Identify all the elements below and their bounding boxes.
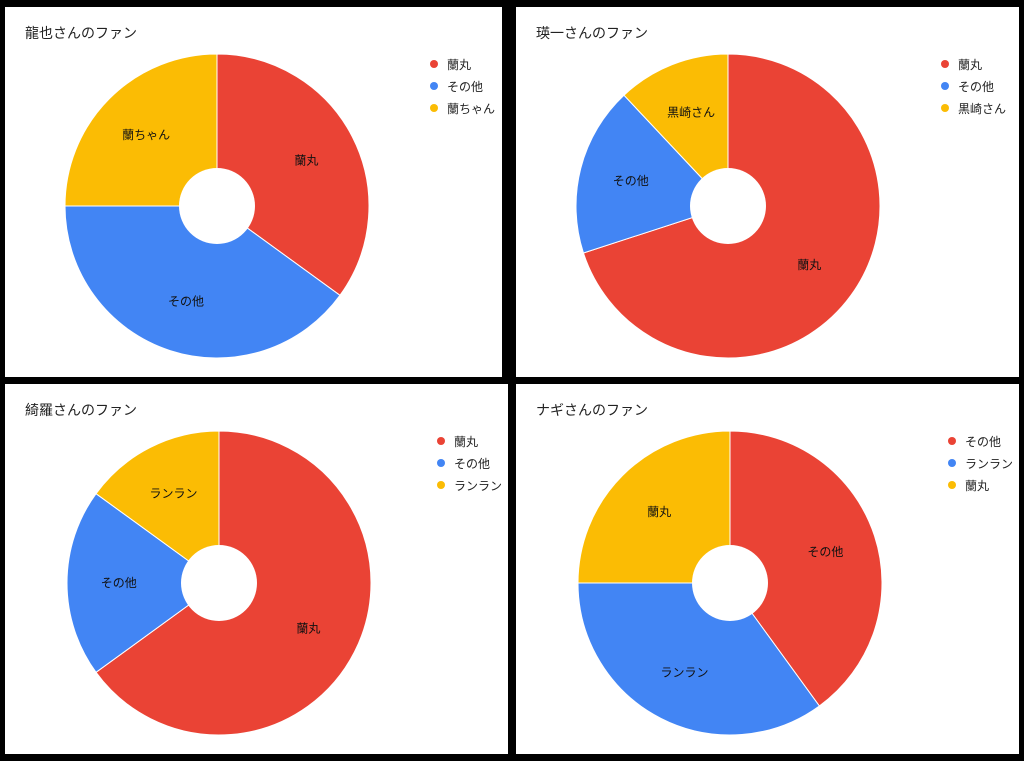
legend-item: ランラン: [948, 452, 1013, 474]
donut-hole: [690, 168, 766, 244]
legend-item: 蘭ちゃん: [430, 97, 495, 119]
legend-swatch: [948, 459, 956, 467]
legend-label: その他: [454, 456, 491, 471]
legend-swatch: [437, 437, 445, 445]
legend: その他 ランラン 蘭丸: [948, 430, 1013, 496]
chart-title: 龍也さんのファン: [25, 26, 137, 42]
chart-panel-kira: 綺羅さんのファン 蘭丸 その他 ランラン 蘭丸 その他 ランラン: [5, 384, 508, 754]
pie-slice: [577, 430, 731, 584]
slice-label: 蘭丸: [296, 622, 320, 636]
slice-label: ランラン: [149, 487, 197, 501]
chart-panel-nagi: ナギさんのファン その他 ランラン 蘭丸 その他 ランラン 蘭丸: [516, 384, 1019, 754]
legend-label: 蘭丸: [447, 57, 472, 72]
legend-label: その他: [965, 434, 1002, 449]
slice-label: 蘭丸: [294, 154, 318, 168]
legend-item: 蘭丸: [437, 430, 502, 452]
pie-slice: [66, 492, 220, 674]
pie-slice: [729, 430, 883, 707]
slice-label: その他: [168, 294, 204, 308]
pie-slice: [216, 53, 370, 297]
chart-title: ナギさんのファン: [536, 403, 648, 419]
chart-title: 瑛一さんのファン: [536, 26, 648, 42]
legend-label: 蘭丸: [958, 57, 983, 72]
slice-label: 蘭丸: [647, 505, 671, 519]
legend-swatch: [430, 104, 438, 112]
slice-label: その他: [101, 576, 137, 590]
legend-item: ランラン: [437, 474, 502, 496]
slice-label: その他: [613, 174, 649, 188]
legend-item: その他: [941, 75, 1006, 97]
slice-label: 黒崎さん: [667, 106, 715, 120]
legend-label: その他: [958, 79, 995, 94]
chart-title: 綺羅さんのファン: [25, 403, 137, 419]
pie-slice: [64, 205, 341, 359]
legend-item: 黒崎さん: [941, 97, 1006, 119]
legend-swatch: [941, 82, 949, 90]
legend-item: 蘭丸: [430, 53, 495, 75]
legend-label: 蘭ちゃん: [447, 101, 496, 116]
legend-label: ランラン: [965, 456, 1014, 471]
legend-label: 黒崎さん: [958, 101, 1007, 116]
slice-label: 蘭丸: [797, 258, 821, 272]
pie-slice: [577, 582, 821, 736]
pie-chart: 蘭丸 その他 黒崎さん: [575, 53, 881, 359]
legend: 蘭丸 その他 蘭ちゃん: [430, 53, 495, 119]
pie-slice: [623, 53, 729, 208]
legend-swatch: [437, 459, 445, 467]
legend-label: ランラン: [454, 478, 503, 493]
slice-label: その他: [807, 545, 843, 559]
legend-swatch: [948, 481, 956, 489]
legend: 蘭丸 その他 黒崎さん: [941, 53, 1006, 119]
pie-slice: [575, 94, 729, 254]
slice-label: ランラン: [660, 665, 708, 679]
legend-item: 蘭丸: [941, 53, 1006, 75]
legend-swatch: [437, 481, 445, 489]
legend-swatch: [941, 104, 949, 112]
legend-item: その他: [430, 75, 495, 97]
legend-swatch: [430, 82, 438, 90]
legend-label: その他: [447, 79, 484, 94]
legend-item: その他: [948, 430, 1013, 452]
slice-label: 蘭ちゃん: [122, 128, 170, 142]
donut-hole: [179, 168, 255, 244]
pie-slice: [64, 53, 218, 207]
donut-hole: [692, 545, 768, 621]
legend-label: 蘭丸: [965, 478, 990, 493]
legend-label: 蘭丸: [454, 434, 479, 449]
legend: 蘭丸 その他 ランラン: [437, 430, 502, 496]
legend-swatch: [430, 60, 438, 68]
legend-swatch: [948, 437, 956, 445]
pie-chart: 蘭丸 その他 ランラン: [66, 430, 372, 736]
donut-hole: [181, 545, 257, 621]
chart-panel-eiichi: 瑛一さんのファン 蘭丸 その他 黒崎さん 蘭丸 その他 黒崎さん: [516, 7, 1019, 377]
chart-panel-ryuya: 龍也さんのファン 蘭丸 その他 蘭ちゃん 蘭丸 その他 蘭ちゃん: [5, 7, 502, 377]
legend-swatch: [941, 60, 949, 68]
legend-item: その他: [437, 452, 502, 474]
legend-item: 蘭丸: [948, 474, 1013, 496]
pie-slice: [95, 430, 220, 584]
